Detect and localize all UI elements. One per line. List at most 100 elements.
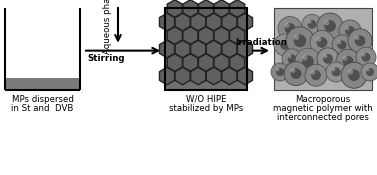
Polygon shape (198, 27, 213, 44)
Circle shape (337, 40, 342, 44)
Polygon shape (191, 40, 206, 58)
Circle shape (331, 67, 336, 71)
Polygon shape (206, 13, 221, 31)
Circle shape (366, 68, 369, 72)
Polygon shape (167, 27, 182, 44)
Polygon shape (214, 27, 229, 44)
Polygon shape (191, 13, 206, 31)
Circle shape (355, 35, 359, 40)
Circle shape (305, 64, 327, 86)
Circle shape (355, 35, 365, 46)
Circle shape (302, 55, 307, 61)
Circle shape (361, 63, 377, 81)
Circle shape (280, 40, 290, 50)
Circle shape (356, 47, 376, 67)
Bar (274, 8, 372, 90)
Polygon shape (222, 67, 237, 85)
Circle shape (324, 20, 336, 32)
Circle shape (337, 40, 346, 49)
Text: in St and  DVB: in St and DVB (11, 104, 74, 113)
Polygon shape (230, 0, 245, 17)
Polygon shape (230, 27, 245, 44)
Polygon shape (183, 54, 198, 71)
Polygon shape (238, 40, 253, 58)
Polygon shape (198, 54, 213, 71)
Text: Stirring: Stirring (87, 54, 124, 63)
Circle shape (302, 55, 314, 67)
Polygon shape (214, 54, 229, 71)
Polygon shape (222, 40, 237, 58)
Polygon shape (214, 0, 229, 17)
Polygon shape (183, 27, 198, 44)
Circle shape (326, 62, 346, 82)
Polygon shape (198, 0, 213, 17)
Circle shape (345, 26, 355, 36)
Polygon shape (175, 40, 190, 58)
Circle shape (317, 13, 343, 39)
Polygon shape (167, 0, 182, 17)
Bar (165, 8, 247, 90)
Circle shape (274, 34, 296, 56)
Circle shape (348, 69, 360, 81)
Text: Macroporous: Macroporous (295, 95, 351, 104)
Text: magnetic polymer with: magnetic polymer with (273, 104, 373, 113)
Circle shape (341, 62, 367, 88)
Circle shape (310, 30, 334, 54)
Bar (165, 8, 247, 90)
Polygon shape (206, 40, 221, 58)
Circle shape (362, 53, 371, 62)
Circle shape (323, 54, 333, 64)
Text: Aqueous phase: Aqueous phase (103, 0, 112, 54)
Circle shape (362, 53, 365, 57)
Circle shape (280, 40, 285, 44)
Circle shape (311, 70, 316, 75)
Circle shape (317, 48, 339, 70)
Polygon shape (238, 13, 253, 31)
Circle shape (317, 37, 327, 48)
Circle shape (285, 23, 296, 34)
Polygon shape (159, 40, 175, 58)
Text: W/O HIPE: W/O HIPE (186, 95, 226, 104)
Polygon shape (183, 0, 198, 17)
Circle shape (339, 20, 361, 42)
Circle shape (278, 16, 302, 40)
Circle shape (271, 63, 289, 81)
Circle shape (308, 20, 311, 24)
Circle shape (311, 70, 321, 80)
Polygon shape (230, 54, 245, 71)
Circle shape (343, 56, 353, 67)
Polygon shape (222, 13, 237, 31)
Circle shape (302, 14, 322, 34)
Text: MPs dispersed: MPs dispersed (12, 95, 74, 104)
Bar (5, 78, 80, 90)
Circle shape (348, 29, 372, 53)
Circle shape (282, 49, 302, 69)
Circle shape (294, 34, 306, 47)
Circle shape (345, 26, 349, 30)
Circle shape (291, 68, 296, 73)
Circle shape (317, 37, 322, 42)
Circle shape (288, 54, 296, 63)
Circle shape (323, 54, 328, 58)
Text: stabilized by MPs: stabilized by MPs (169, 104, 243, 113)
Circle shape (285, 23, 290, 28)
Circle shape (324, 20, 329, 25)
Polygon shape (175, 13, 190, 31)
Circle shape (276, 68, 280, 72)
Circle shape (291, 68, 301, 79)
Circle shape (295, 48, 321, 74)
Polygon shape (159, 67, 175, 85)
Polygon shape (159, 13, 175, 31)
Polygon shape (238, 67, 253, 85)
Polygon shape (175, 67, 190, 85)
Circle shape (284, 62, 308, 86)
Polygon shape (167, 54, 182, 71)
Bar (165, 8, 247, 90)
Circle shape (348, 69, 353, 75)
Text: interconnected pores: interconnected pores (277, 113, 369, 122)
Circle shape (294, 34, 299, 40)
Circle shape (343, 56, 347, 61)
Circle shape (276, 68, 284, 76)
Circle shape (336, 49, 360, 73)
Text: Irradiation: Irradiation (235, 38, 287, 47)
